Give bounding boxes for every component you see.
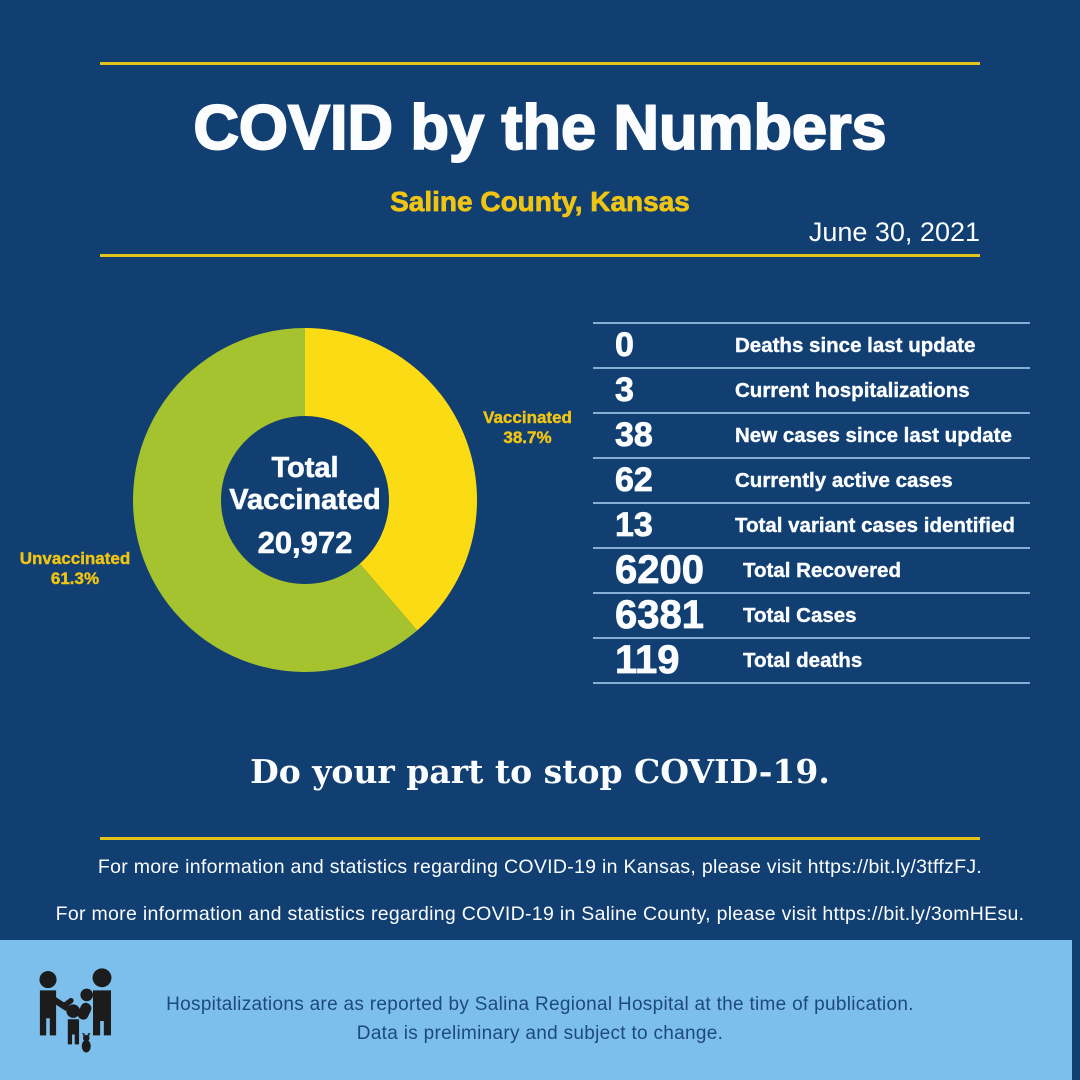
vaccination-donut-chart	[133, 328, 478, 672]
footer-note: Hospitalizations are as reported by Sali…	[0, 990, 1080, 1048]
footer-divider-line	[100, 837, 980, 840]
county-subtitle: Saline County, Kansas	[390, 186, 690, 218]
vaccinated-label: Vaccinated 38.7%	[450, 408, 605, 448]
donut-center-value: 20,972	[257, 525, 353, 561]
table-row: 119 Total deaths	[593, 637, 1030, 682]
vaccinated-label-pct: 38.7%	[503, 428, 552, 447]
stat-value: 6381	[615, 593, 705, 638]
table-row: 0 Deaths since last update	[593, 322, 1030, 367]
donut-slice-unvaccinated	[133, 328, 418, 672]
stat-label: Total Cases	[743, 603, 857, 627]
unvaccinated-label-name: Unvaccinated	[19, 549, 131, 568]
info-link-saline: For more information and statistics rega…	[55, 903, 1025, 925]
table-row: 13 Total variant cases identified	[593, 502, 1030, 547]
family-icon	[39, 968, 112, 1053]
donut-center-text: Total Vaccinated 20,972	[195, 452, 415, 561]
stat-label: Total variant cases identified	[735, 513, 1015, 537]
footer-note-line1: Hospitalizations are as reported by Sali…	[166, 994, 914, 1015]
header-divider-line	[100, 254, 980, 257]
table-row: 62 Currently active cases	[593, 457, 1030, 502]
stat-label: Deaths since last update	[735, 333, 976, 357]
donut-center-label: Total Vaccinated	[229, 452, 381, 517]
stat-label: Currently active cases	[735, 468, 953, 492]
table-row: 6381 Total Cases	[593, 592, 1030, 637]
stat-value: 119	[615, 638, 680, 683]
unvaccinated-label: Unvaccinated 61.3%	[0, 549, 150, 589]
table-row: 6200 Total Recovered	[593, 547, 1030, 592]
stat-label: Total Recovered	[743, 558, 901, 582]
table-row: 38 New cases since last update	[593, 412, 1030, 457]
top-divider-line	[100, 62, 980, 65]
table-row: 3 Current hospitalizations	[593, 367, 1030, 412]
stat-value: 3	[615, 371, 635, 410]
info-link-kansas: For more information and statistics rega…	[97, 856, 983, 878]
donut-slice-vaccinated	[305, 328, 478, 631]
stats-table: 0 Deaths since last update 3 Current hos…	[593, 322, 1030, 684]
footer-edge-strip	[1072, 940, 1080, 1080]
stat-label: Current hospitalizations	[735, 378, 970, 402]
footer-band: Hospitalizations are as reported by Sali…	[0, 940, 1080, 1080]
call-to-action: Do your part to stop COVID-19.	[250, 752, 830, 791]
stat-value: 38	[615, 416, 654, 455]
report-date: June 30, 2021	[808, 217, 980, 247]
footer-note-line2: Data is preliminary and subject to chang…	[356, 1023, 724, 1044]
stat-label: New cases since last update	[735, 423, 1012, 447]
unvaccinated-label-pct: 61.3%	[50, 569, 100, 588]
stat-value: 0	[615, 326, 635, 365]
page-title: COVID by the Numbers	[192, 92, 887, 164]
stat-value: 6200	[615, 548, 705, 593]
stat-label: Total deaths	[743, 648, 863, 672]
stat-value: 62	[615, 461, 654, 500]
vaccinated-label-name: Vaccinated	[483, 408, 572, 427]
stat-value: 13	[615, 506, 654, 545]
